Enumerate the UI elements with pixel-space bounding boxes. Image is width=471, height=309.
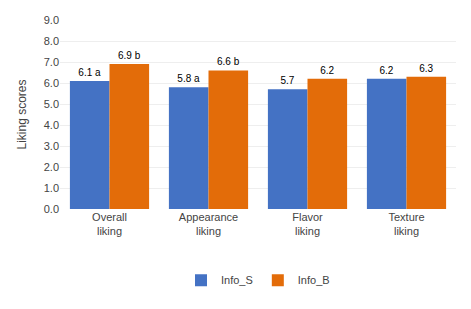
svg-text:Overallliking: Overallliking xyxy=(92,211,127,237)
svg-text:5.7: 5.7 xyxy=(281,75,295,86)
svg-text:Flavorliking: Flavorliking xyxy=(292,211,323,237)
svg-text:Info_S: Info_S xyxy=(221,274,253,286)
svg-text:6.2: 6.2 xyxy=(320,65,334,76)
svg-text:6.0: 6.0 xyxy=(44,77,59,89)
svg-text:6.6 b: 6.6 b xyxy=(217,56,240,67)
svg-text:5.8 a: 5.8 a xyxy=(177,73,200,84)
svg-text:6.1 a: 6.1 a xyxy=(78,67,101,78)
svg-text:7.0: 7.0 xyxy=(44,56,59,68)
svg-text:Liking scores: Liking scores xyxy=(15,79,29,149)
svg-text:9.0: 9.0 xyxy=(44,14,59,26)
svg-text:6.9 b: 6.9 b xyxy=(118,50,141,61)
svg-text:Info_B: Info_B xyxy=(298,274,330,286)
svg-text:5.0: 5.0 xyxy=(44,98,59,110)
svg-text:Appearanceliking: Appearanceliking xyxy=(179,211,238,237)
svg-text:3.0: 3.0 xyxy=(44,140,59,152)
svg-text:1.0: 1.0 xyxy=(44,182,59,194)
svg-text:4.0: 4.0 xyxy=(44,119,59,131)
svg-text:6.3: 6.3 xyxy=(419,63,433,74)
svg-text:2.0: 2.0 xyxy=(44,161,59,173)
svg-text:8.0: 8.0 xyxy=(44,35,59,47)
svg-text:Textureliking: Textureliking xyxy=(388,211,424,237)
svg-text:6.2: 6.2 xyxy=(380,65,394,76)
svg-text:0.0: 0.0 xyxy=(44,203,59,215)
